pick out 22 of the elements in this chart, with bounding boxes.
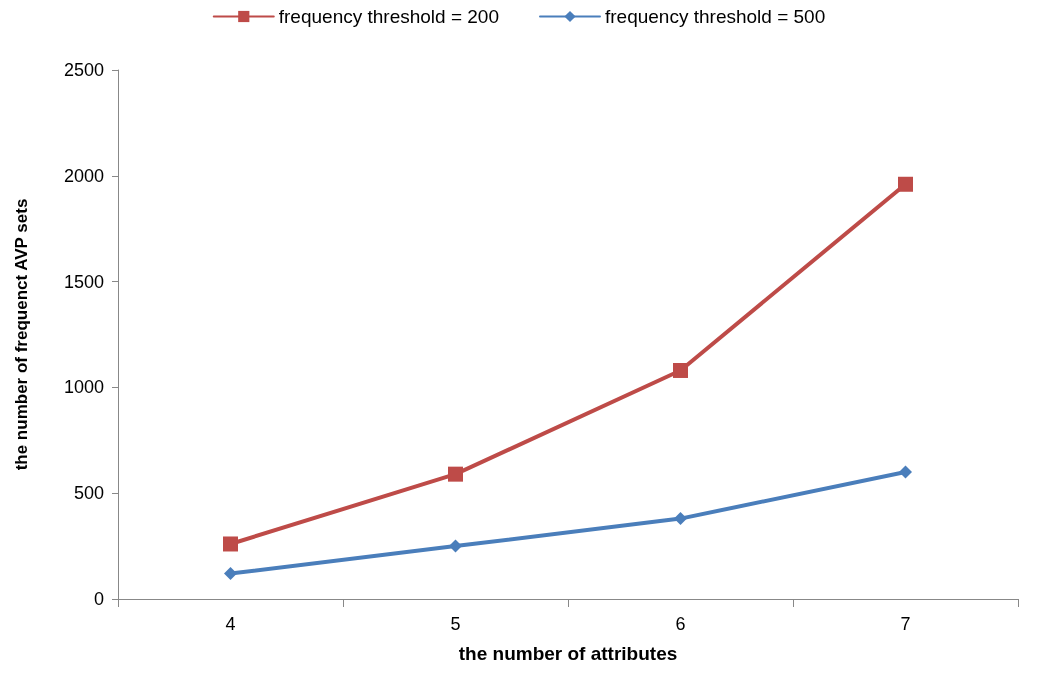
legend-label: frequency threshold = 500 — [605, 6, 826, 27]
point — [449, 539, 462, 553]
x-tick-label: 4 — [225, 614, 236, 634]
point — [224, 567, 237, 581]
x-tick-label: 7 — [900, 614, 911, 634]
y-axis-title: the number of frequenct AVP sets — [12, 198, 31, 471]
point — [899, 465, 912, 479]
x-tick-label: 5 — [450, 614, 461, 634]
point — [674, 512, 687, 526]
y-tick-label: 0 — [93, 589, 104, 609]
y-tick-label: 1500 — [63, 271, 104, 292]
y-tick-label: 2000 — [63, 165, 104, 186]
point — [673, 362, 688, 378]
y-tick-label: 2500 — [63, 60, 104, 80]
x-tick-label: 6 — [675, 614, 686, 634]
point — [898, 176, 913, 192]
point — [223, 536, 238, 552]
y-tick-label: 1000 — [63, 377, 104, 398]
y-tick-label: 500 — [73, 483, 104, 504]
x-axis-title: the number of attributes — [458, 643, 678, 664]
legend-label: frequency threshold = 200 — [278, 6, 500, 27]
point — [448, 466, 463, 482]
